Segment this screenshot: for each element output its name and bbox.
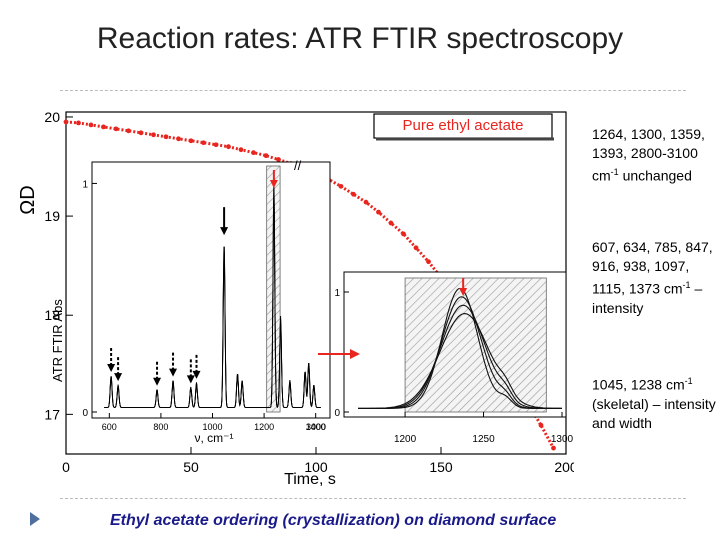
- band-x-tick-label: 1300: [551, 434, 574, 445]
- band-y-tick-label: 1: [334, 288, 340, 299]
- peak-arrow-head: [107, 364, 116, 372]
- bottom-divider: [60, 498, 686, 499]
- note-unchanged-bands: 1264, 1300, 1359, 1393, 2800-3100 cm-1 u…: [592, 125, 720, 186]
- spectrum-x-tick-label: 600: [102, 422, 117, 432]
- band-x-tick-label: 1250: [472, 434, 495, 445]
- axis-break-mark: //: [294, 158, 302, 173]
- x-tick-label: 150: [429, 459, 453, 475]
- main-x-axis-label: Time, s: [284, 471, 336, 488]
- note-2-text: 607, 634, 785, 847, 916, 938, 1097, 1115…: [592, 239, 713, 297]
- note-intensity-bands: 607, 634, 785, 847, 916, 938, 1097, 1115…: [592, 238, 720, 318]
- band-peak-arrow-head: [459, 288, 468, 296]
- x-tick-label: 100: [304, 459, 328, 475]
- spectrum-y-tick-label: 1: [82, 179, 88, 190]
- x-tick-label: 0: [62, 459, 70, 475]
- spectrum-x-tick-label: 1400: [306, 422, 326, 432]
- spectrum-y-tick-label: 0: [82, 408, 88, 419]
- note-1-sup: -1: [610, 167, 619, 177]
- top-divider: [60, 90, 686, 91]
- note-2-tail: – intensity: [592, 280, 703, 316]
- peak-arrow-head: [220, 227, 229, 236]
- note-1-text: 1264, 1300, 1359, 1393, 2800-3100 cm: [592, 126, 705, 184]
- spectrum-inset-frame: [91, 161, 331, 419]
- y-tick-label: 17: [44, 406, 60, 422]
- band-y-tick-label: 0: [334, 408, 340, 419]
- x-tick-label: 200: [554, 459, 574, 475]
- spectrum-y-axis-label: ATR FTIR Abs: [50, 299, 65, 382]
- bullet-arrow-icon: [30, 512, 40, 526]
- peak-arrow-head: [153, 377, 162, 386]
- note-3-tail: (skeletal) – intensity and width: [592, 395, 716, 431]
- spectrum-x-tick-label: 1200: [254, 422, 274, 432]
- spectrum-x-tick-label: 3000: [306, 422, 326, 432]
- spectrum-x-tick-label: 1000: [202, 422, 222, 432]
- note-3-sup: -1: [684, 376, 693, 386]
- note-3-text: 1045, 1238 cm: [592, 376, 685, 393]
- note-2-sup: -1: [682, 280, 691, 290]
- legend-label: Pure ethyl acetate: [403, 117, 524, 134]
- y-tick-label: 19: [44, 208, 60, 224]
- spectrum-trace: [104, 178, 321, 408]
- peak-arrow-head: [192, 370, 201, 379]
- band-side-arrow-head: [350, 349, 360, 359]
- y-tick-label: 18: [44, 307, 60, 323]
- slide-caption: Ethyl acetate ordering (crystallization)…: [110, 512, 557, 529]
- note-skeletal-bands: 1045, 1238 cm-1 (skeletal) – intensity a…: [592, 372, 720, 433]
- peak-arrow-head: [114, 373, 123, 382]
- band-inset: 1200 1250 1300 0 1: [318, 277, 574, 445]
- slide-title: Reaction rates: ATR FTIR spectroscopy: [96, 22, 624, 55]
- band-x-tick-label: 1200: [394, 434, 417, 445]
- band-shaded-region: [404, 277, 547, 413]
- spectrum-x-tick-label: 800: [153, 422, 168, 432]
- band-trace: [358, 313, 562, 409]
- highlight-arrow-head: [269, 180, 278, 188]
- peak-arrow-head: [169, 368, 178, 377]
- y-tick-label: 20: [44, 109, 60, 125]
- peak-arrow-head: [186, 375, 195, 384]
- x-tick-label: 50: [183, 459, 199, 475]
- note-1-tail: unchanged: [618, 167, 692, 184]
- spectrum-x-axis-label: ν, cm⁻¹: [195, 431, 234, 445]
- main-y-axis-label: ΩD: [17, 185, 39, 214]
